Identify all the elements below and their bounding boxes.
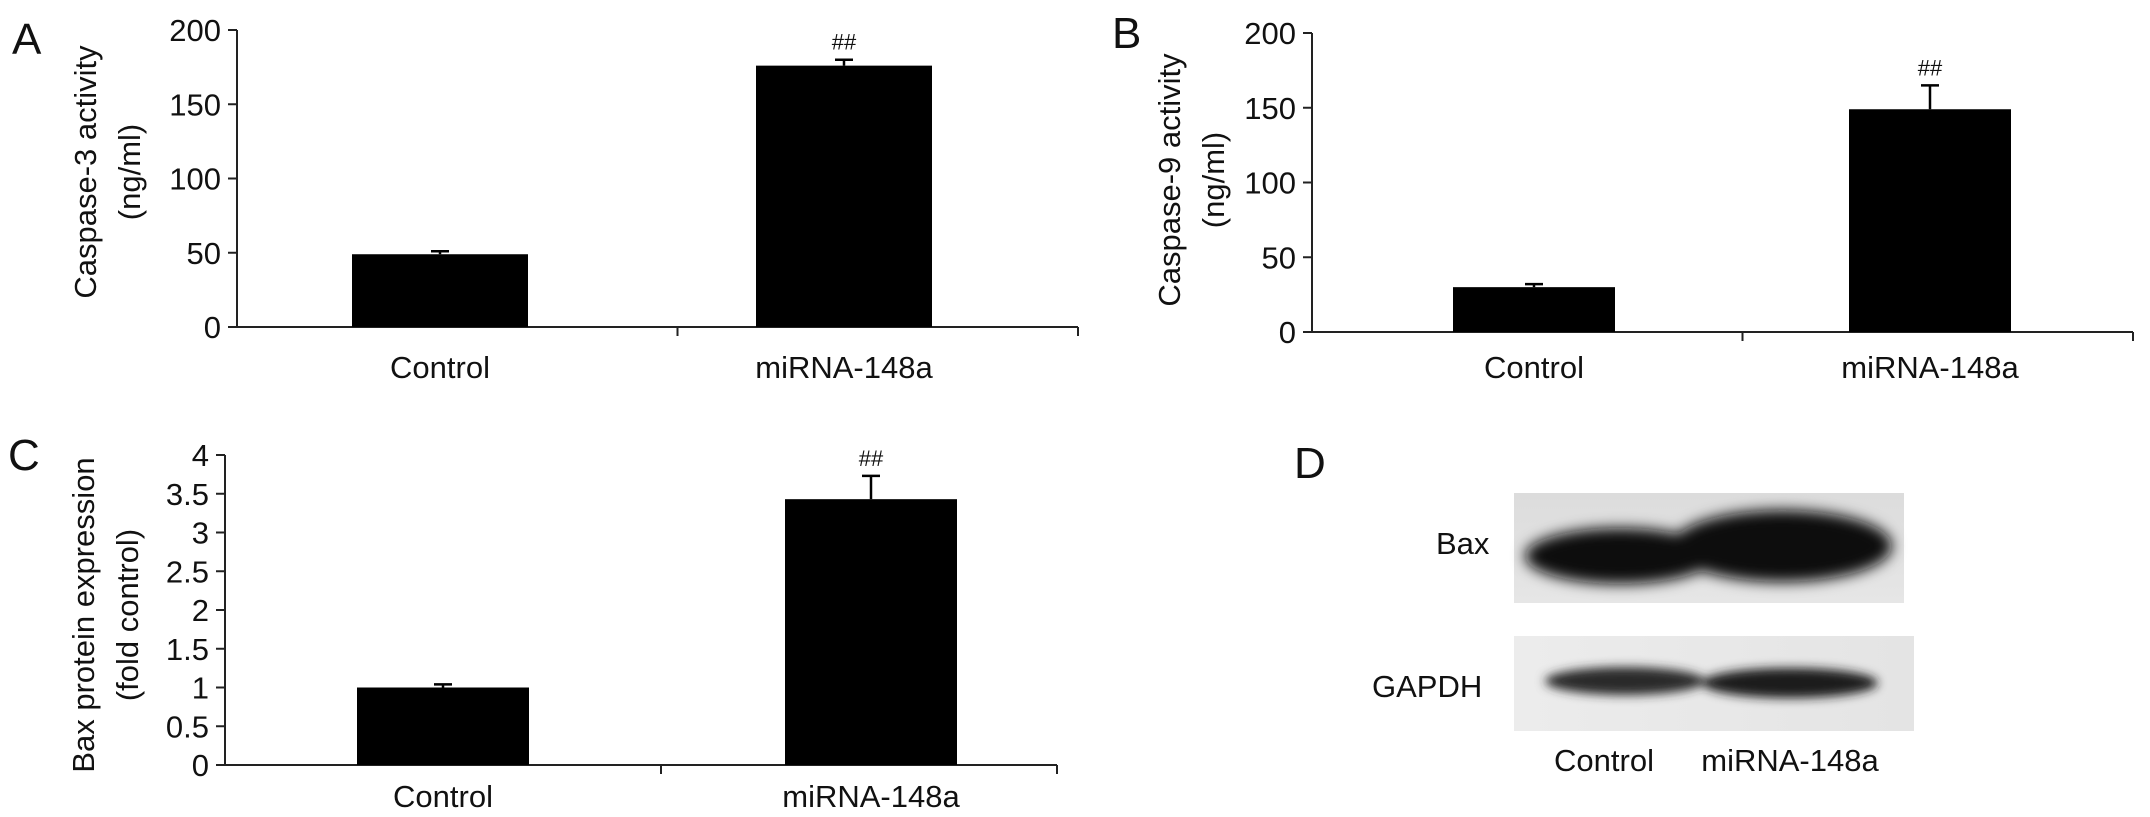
bar-c-mirna [785, 499, 957, 765]
plot-a: 0 50 100 150 200 Control ## miRNA-148a [169, 13, 1079, 385]
y-tick-label-c: 0.5 [166, 709, 209, 744]
x-category-label-a: Control [390, 350, 490, 385]
bar-c-control [357, 687, 529, 765]
blot-lane-mirna: miRNA-148a [1701, 743, 1879, 778]
y-tick-label-a: 150 [169, 87, 221, 122]
y-axis-title-a-line1: Caspase-3 activity [68, 45, 103, 299]
bar-a-mirna [756, 65, 932, 327]
panel-letter-b: B [1112, 9, 1141, 58]
significance-label-b: ## [1918, 55, 1943, 80]
y-tick-label-b: 150 [1244, 91, 1296, 126]
significance-label-c: ## [859, 446, 884, 471]
y-tick-label-a: 50 [187, 236, 221, 271]
blot-row-bax: Bax [1436, 493, 1904, 603]
panel-letter-a: A [12, 15, 42, 64]
y-axis-title-b: Caspase-9 activity (ng/ml) [1152, 53, 1231, 307]
y-axis-title-c: Bax protein expression (fold control) [66, 457, 145, 772]
x-category-label-b: miRNA-148a [1841, 350, 2019, 385]
y-axis-title-c-line1: Bax protein expression [66, 457, 101, 772]
y-tick-label-b: 50 [1262, 240, 1296, 275]
plot-b: 0 50 100 150 200 Control ## miRNA-148a [1244, 16, 2134, 385]
x-category-label-a: miRNA-148a [755, 350, 933, 385]
y-tick-label-b: 100 [1244, 166, 1296, 201]
y-tick-label-a: 200 [169, 13, 221, 48]
band-bax-control [1525, 528, 1715, 584]
blot-bands-gapdh [1545, 667, 1878, 698]
blot-label-bax: Bax [1436, 526, 1490, 561]
band-gapdh-mirna [1702, 668, 1878, 698]
panel-letter-d: D [1294, 439, 1326, 488]
y-axis-title-c-line2: (fold control) [110, 529, 145, 701]
y-tick-label-c: 3 [192, 516, 209, 551]
plot-c: 0 0.51 1.5 2 2.53 3.5 4 Control ## miRNA-148a [166, 438, 1058, 814]
y-axis-title-b-line1: Caspase-9 activity [1152, 53, 1187, 307]
x-category-label-b: Control [1484, 350, 1584, 385]
panel-letter-c: C [8, 431, 40, 480]
y-axis-title-a: Caspase-3 activity (ng/ml) [68, 45, 147, 299]
y-tick-label-c: 0 [192, 748, 209, 783]
blot-lane-control: Control [1554, 743, 1654, 778]
significance-label-a: ## [832, 30, 857, 55]
y-tick-label-c: 3.5 [166, 477, 209, 512]
x-category-label-c: Control [393, 779, 493, 814]
blot-bands-bax [1525, 510, 1892, 584]
y-axis-title-b-line2: (ng/ml) [1196, 132, 1231, 228]
y-tick-label-c: 4 [192, 438, 209, 473]
y-tick-label-a: 0 [204, 310, 221, 345]
y-tick-label-c: 1 [192, 671, 209, 706]
bar-b-control [1453, 287, 1615, 332]
y-tick-label-c: 1.5 [166, 632, 209, 667]
y-tick-label-b: 0 [1279, 315, 1296, 350]
y-tick-label-c: 2 [192, 593, 209, 628]
y-tick-label-a: 100 [169, 162, 221, 197]
bar-b-mirna [1849, 109, 2011, 333]
panel-d: D Bax GAPDH Control miRNA-148a [1294, 439, 1914, 778]
panel-a: A Caspase-3 activity (ng/ml) 0 50 100 150 20… [12, 13, 1079, 385]
y-axis-title-a-line2: (ng/ml) [112, 124, 147, 220]
x-category-label-c: miRNA-148a [782, 779, 960, 814]
blot-label-gapdh: GAPDH [1372, 669, 1482, 704]
band-gapdh-control [1545, 667, 1705, 695]
bar-a-control [352, 254, 528, 327]
y-tick-label-c: 2.5 [166, 554, 209, 589]
panel-b: B Caspase-9 activity (ng/ml) 0 50 100 150 20… [1112, 9, 2134, 385]
band-bax-mirna [1672, 510, 1892, 582]
blot-row-gapdh: GAPDH [1372, 636, 1914, 731]
y-tick-label-b: 200 [1244, 16, 1296, 51]
panel-c: C Bax protein expression (fold control) … [8, 431, 1058, 814]
